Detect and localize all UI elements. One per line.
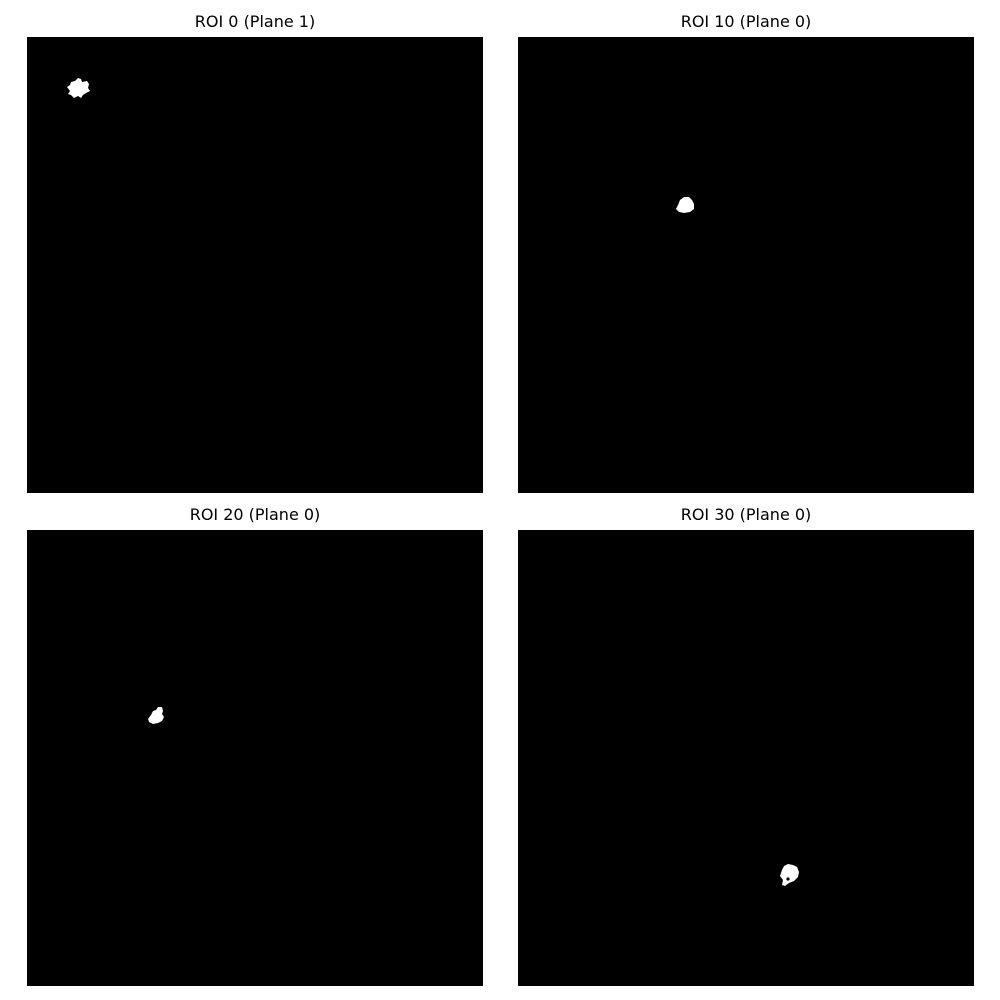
roi-blob bbox=[148, 707, 164, 724]
roi-blob bbox=[780, 864, 799, 886]
roi-mask-svg bbox=[780, 864, 799, 886]
panel-title: ROI 20 (Plane 0) bbox=[189, 505, 321, 524]
panel-title: ROI 30 (Plane 0) bbox=[680, 505, 812, 524]
roi-blob bbox=[676, 197, 694, 213]
roi-mask-image bbox=[27, 530, 483, 986]
roi-blob-hole bbox=[786, 877, 790, 881]
roi-mask-image bbox=[518, 530, 974, 986]
panel-title: ROI 10 (Plane 0) bbox=[680, 12, 812, 31]
roi-mask-svg bbox=[676, 197, 694, 213]
roi-mask-image bbox=[518, 37, 974, 493]
panel-title: ROI 0 (Plane 1) bbox=[194, 12, 316, 31]
roi-mask-svg bbox=[67, 78, 90, 98]
roi-blob bbox=[67, 78, 90, 98]
roi-mask-image bbox=[27, 37, 483, 493]
roi-mask-svg bbox=[148, 707, 164, 724]
